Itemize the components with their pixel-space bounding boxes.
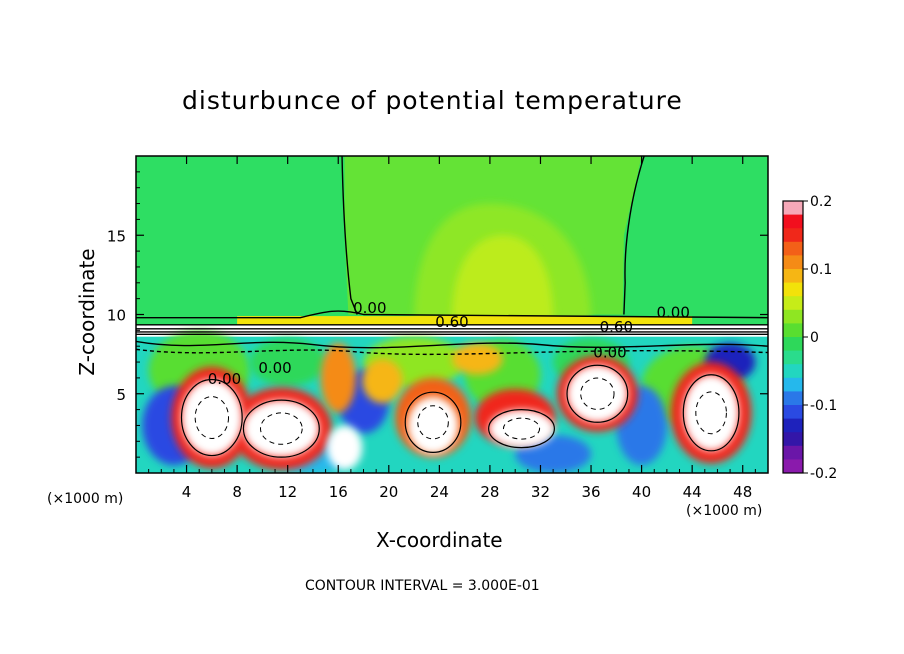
x-unit-right: (×1000 m) xyxy=(686,503,763,519)
colorbar-swatch xyxy=(783,201,803,216)
contour-loop xyxy=(242,399,320,458)
x-tick-label: 16 xyxy=(329,483,348,501)
x-tick-label: 48 xyxy=(733,483,752,501)
colorbar-tick-label: 0.2 xyxy=(810,194,832,210)
contour-loop xyxy=(417,405,449,440)
y-tick-label: 5 xyxy=(116,386,126,404)
x-tick-label: 28 xyxy=(480,483,499,501)
field-blob xyxy=(452,343,503,375)
field-blob xyxy=(362,358,403,404)
y-tick-label: 15 xyxy=(107,227,126,245)
colorbar-tick-label: 0 xyxy=(810,330,819,346)
contour-line xyxy=(341,156,358,315)
colorbar-swatch xyxy=(783,405,803,420)
field-blob xyxy=(181,379,243,456)
contour-loop xyxy=(404,391,462,453)
contour-loop xyxy=(502,417,541,440)
colorbar-swatch xyxy=(783,432,803,447)
colorbar-tick-label: 0.1 xyxy=(810,262,832,278)
contour-line xyxy=(136,340,768,349)
colorbar-swatch xyxy=(783,309,803,324)
colorbar-swatch xyxy=(783,255,803,270)
field-upper-peak xyxy=(452,235,554,321)
contour-loop xyxy=(260,412,303,445)
colorbar-swatch xyxy=(783,445,803,460)
x-tick-label: 32 xyxy=(531,483,550,501)
x-tick-label: 12 xyxy=(278,483,297,501)
contour-loop xyxy=(580,377,615,410)
contour-lines: 0.00 0.00 0.00 0.60 0.60 0.00 0.00 xyxy=(136,156,768,458)
contour-line xyxy=(623,156,645,315)
field-blob xyxy=(320,343,356,413)
x-tick-label: 4 xyxy=(182,483,192,501)
contour-label: 0.00 xyxy=(593,343,626,361)
colorbar-swatch xyxy=(783,337,803,352)
y-tick-label: 10 xyxy=(107,307,126,325)
x-tick-label: 8 xyxy=(232,483,242,501)
colorbar-swatch xyxy=(783,214,803,229)
field-blob xyxy=(326,425,363,470)
colorbar-swatch xyxy=(783,241,803,256)
contour-label: 0.00 xyxy=(353,299,386,317)
field-inversion-band xyxy=(136,325,768,337)
contour-label: 0.60 xyxy=(600,318,633,336)
field-blob xyxy=(243,400,320,458)
colorbar-swatch xyxy=(783,377,803,392)
colorbar-swatch xyxy=(783,391,803,406)
colorbar-tick-label: -0.1 xyxy=(810,398,837,414)
colorbar-swatch xyxy=(783,228,803,243)
contour-loop xyxy=(194,396,230,439)
y-axis-label: Z-coordinate xyxy=(75,248,99,376)
field-blob xyxy=(567,365,628,423)
colorbar-tick-label: -0.2 xyxy=(810,466,837,482)
field-blob xyxy=(488,409,555,448)
x-tick-label: 20 xyxy=(379,483,398,501)
colorbar: 0.2 0.1 0 -0.1 -0.2 xyxy=(782,194,837,482)
colorbar-swatch xyxy=(783,364,803,379)
contour-line xyxy=(136,310,768,319)
contour-loop xyxy=(695,391,727,435)
colorbar-swatch xyxy=(783,350,803,365)
contour-loop xyxy=(682,374,740,452)
contour-label: 0.00 xyxy=(208,370,241,388)
field-blob xyxy=(407,396,459,454)
contour-loop xyxy=(488,409,555,449)
x-tick-label: 44 xyxy=(683,483,702,501)
x-tick-label: 40 xyxy=(632,483,651,501)
x-axis-label: X-coordinate xyxy=(376,528,503,552)
colorbar-swatch xyxy=(783,418,803,433)
colorbar-swatch xyxy=(783,282,803,297)
x-unit-left: (×1000 m) xyxy=(47,491,124,507)
field-blob xyxy=(683,374,739,451)
colorbar-swatch xyxy=(783,269,803,284)
x-tick-label: 36 xyxy=(581,483,600,501)
x-tick-label: 24 xyxy=(430,483,449,501)
contour-line xyxy=(136,348,768,356)
contour-label: 0.60 xyxy=(435,313,468,331)
colorbar-swatch xyxy=(783,296,803,311)
contour-loop xyxy=(566,364,629,423)
contour-loop xyxy=(180,378,243,457)
chart-title: disturbunce of potential temperature xyxy=(182,86,683,115)
colorbar-swatch xyxy=(783,323,803,338)
contour-label: 0.00 xyxy=(656,304,689,322)
field-tropopause-band xyxy=(237,316,693,326)
contour-interval-text: CONTOUR INTERVAL = 3.000E-01 xyxy=(305,578,540,594)
colorbar-swatch xyxy=(783,459,803,474)
contour-label: 0.00 xyxy=(258,359,291,377)
